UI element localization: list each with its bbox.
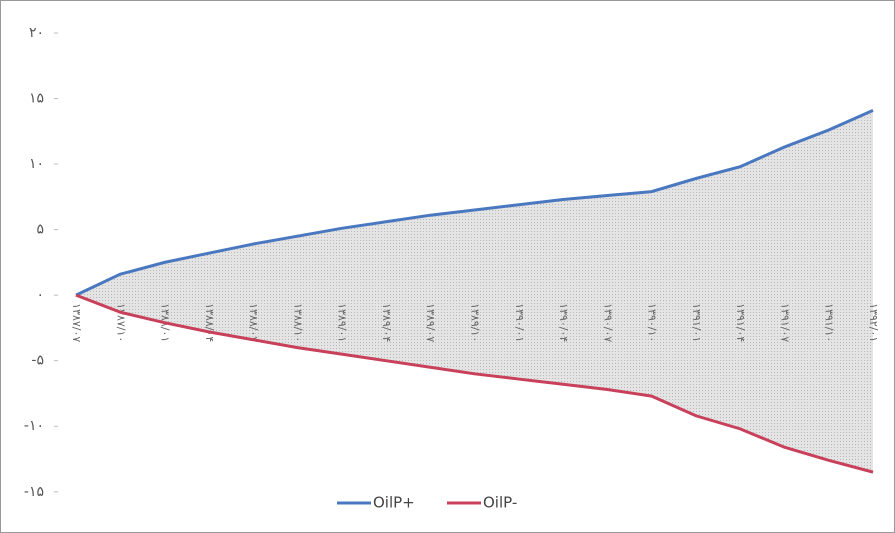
y-tick-label: ۲۰	[29, 25, 44, 41]
x-tick-label: ۱۳۹۰/۰۱	[513, 303, 526, 342]
x-tick-label: ۱۳۹۱/۰۱	[690, 303, 703, 342]
x-tick-label: ۱۳۹۱/۱۰	[823, 303, 836, 342]
legend-label: OilP-	[483, 494, 517, 512]
x-tick-label: ۱۳۹۱/۰۴	[734, 303, 747, 342]
y-tick-label: -۵	[31, 353, 44, 369]
y-tick-label: -۱۰	[24, 418, 44, 434]
x-tick-label: ۱۳۸۹/۰۴	[380, 303, 393, 342]
x-tick-label: ۱۳۹۰/۰۷	[601, 303, 614, 342]
x-tick-label: ۱۳۸۸/۰۴	[203, 303, 216, 342]
y-tick-label: ۱۵	[29, 91, 44, 107]
y-tick-label: ۵	[36, 222, 44, 238]
x-tick-label: ۱۳۸۹/۱۰	[469, 303, 482, 342]
x-tick-label: ۱۳۹۰/۱۰	[646, 303, 659, 342]
x-tick-label: ۱۳۸۹/۰۷	[424, 303, 437, 342]
x-tick-label: ۱۳۸۸/۰۷	[247, 303, 260, 342]
line-series	[75, 293, 874, 474]
x-tick-label: ۱۳۸۹/۰۱	[336, 303, 349, 342]
x-tick-label: ۱۳۸۷/۰۷	[70, 303, 83, 342]
x-tick-label: ۱۳۸۷/۱۰	[114, 303, 127, 342]
x-tick-label: ۱۳۹۱/۰۷	[778, 303, 791, 342]
band-fill	[76, 110, 873, 473]
x-tick-label: ۱۳۸۸/۱۰	[291, 303, 304, 342]
y-tick-label: -۱۵	[24, 484, 44, 500]
y-tick-label: ۱۰	[29, 156, 44, 172]
legend-label: OilP+	[373, 494, 415, 512]
y-tick-label: ۰	[36, 287, 44, 303]
x-tick-label: ۱۳۹۲/۰۱	[867, 303, 880, 342]
line-series	[75, 108, 874, 297]
x-tick-label: ۱۳۹۰/۰۴	[557, 303, 570, 342]
